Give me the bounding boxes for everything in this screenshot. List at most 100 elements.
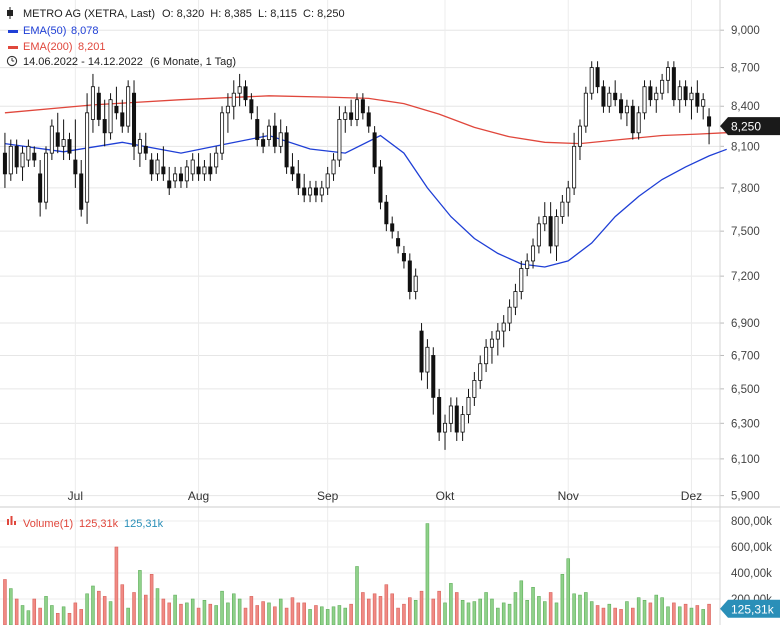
candle-body: [331, 159, 336, 175]
candle: [337, 106, 342, 167]
candle: [624, 99, 629, 127]
candle: [501, 315, 506, 348]
candle-body: [266, 125, 271, 140]
ema200-label: EMA(200): [23, 41, 73, 53]
volume-bar: [413, 599, 418, 625]
ema50-label: EMA(50): [23, 25, 66, 37]
volume-bar: [226, 602, 230, 625]
candle-body: [642, 86, 647, 114]
volume-bar: [97, 590, 101, 625]
candle-body: [707, 116, 712, 127]
month-labels: Jul Aug Sep Okt Nov Dez: [68, 489, 702, 503]
candle: [49, 119, 54, 161]
candle: [472, 372, 477, 406]
candle: [536, 216, 541, 254]
candle-body: [167, 180, 172, 189]
volume-bar: [490, 598, 494, 625]
volume-bar: [589, 601, 594, 625]
candle: [161, 146, 166, 181]
candle: [413, 268, 418, 300]
volume-tick-label: 800,00k: [731, 516, 772, 528]
volume-bar: [85, 593, 89, 625]
volume-bar: [278, 598, 283, 625]
candle: [137, 132, 142, 167]
volume-bar: [308, 609, 312, 625]
candle: [2, 132, 7, 188]
candle: [196, 153, 201, 181]
volume-bar: [419, 590, 424, 625]
volume-bar: [50, 605, 54, 625]
volume-bar: [273, 606, 277, 625]
volume-bar: [366, 598, 371, 625]
candle-body: [61, 139, 66, 147]
volume-bar: [202, 599, 207, 625]
volume-bar: [443, 602, 447, 625]
volume-bar: [525, 599, 529, 625]
candle: [466, 388, 471, 424]
current-price-tag: 8,250: [720, 117, 780, 136]
volume-bar: [496, 607, 500, 625]
candle-body: [272, 125, 277, 147]
candle-body: [566, 187, 571, 203]
candle-body: [20, 152, 25, 168]
volume-bar: [67, 612, 72, 625]
volume-bar: [208, 603, 213, 625]
candle: [554, 209, 559, 261]
volume-bar: [478, 598, 482, 625]
volume-bar: [636, 597, 641, 625]
candle: [220, 106, 225, 161]
volume-bar: [14, 598, 19, 625]
ema200-value: 8,201: [78, 41, 106, 53]
volume-bar: [695, 605, 700, 625]
volume-bar: [302, 602, 306, 625]
price-tick-label: 7,500: [731, 226, 760, 238]
candle: [707, 108, 712, 145]
candle-body: [337, 119, 342, 161]
candle-body: [583, 92, 588, 127]
volume-bar: [167, 602, 171, 625]
candle-body: [390, 223, 395, 232]
candle: [396, 231, 401, 254]
candle-body: [378, 166, 383, 203]
candle-body: [513, 291, 518, 308]
candle-body: [296, 173, 301, 189]
candle: [619, 93, 624, 120]
volume-bar: [402, 603, 406, 625]
volume-bar: [138, 570, 142, 625]
candle-body: [648, 86, 653, 101]
candle: [636, 106, 641, 140]
candle-body: [665, 67, 671, 81]
candle-body: [214, 152, 219, 168]
price-tick-label: 6,700: [731, 350, 760, 362]
volume-bar: [196, 607, 201, 625]
candle-body: [284, 132, 289, 168]
volume-bar: [501, 602, 506, 625]
candle-body: [466, 396, 471, 416]
candle-body: [407, 260, 412, 292]
volume-bar: [666, 606, 670, 625]
volume-bar: [296, 602, 301, 625]
volume-bar: [284, 607, 289, 625]
candle: [572, 132, 577, 196]
candle-body: [225, 105, 230, 114]
candle: [325, 166, 330, 196]
volume-bar: [161, 598, 166, 625]
candle: [231, 80, 236, 120]
volume-bar: [619, 609, 623, 625]
candle: [443, 414, 448, 450]
candle: [566, 180, 571, 217]
candle-body: [8, 145, 13, 175]
candle: [296, 160, 301, 196]
candle-body: [624, 105, 629, 114]
volume-bar: [543, 601, 547, 625]
ohlc-values: O: 8,320 H: 8,385 L: 8,115 C: 8,250: [162, 8, 345, 20]
month-label: Aug: [188, 489, 209, 503]
candle-body: [108, 99, 113, 134]
candle-body: [654, 92, 659, 101]
volume-bar: [672, 602, 676, 625]
candle-body: [419, 330, 424, 373]
candle-body: [454, 405, 459, 433]
volume-bar: [554, 602, 559, 625]
candle-body: [255, 119, 260, 140]
price-tick-label: 6,100: [731, 454, 760, 466]
